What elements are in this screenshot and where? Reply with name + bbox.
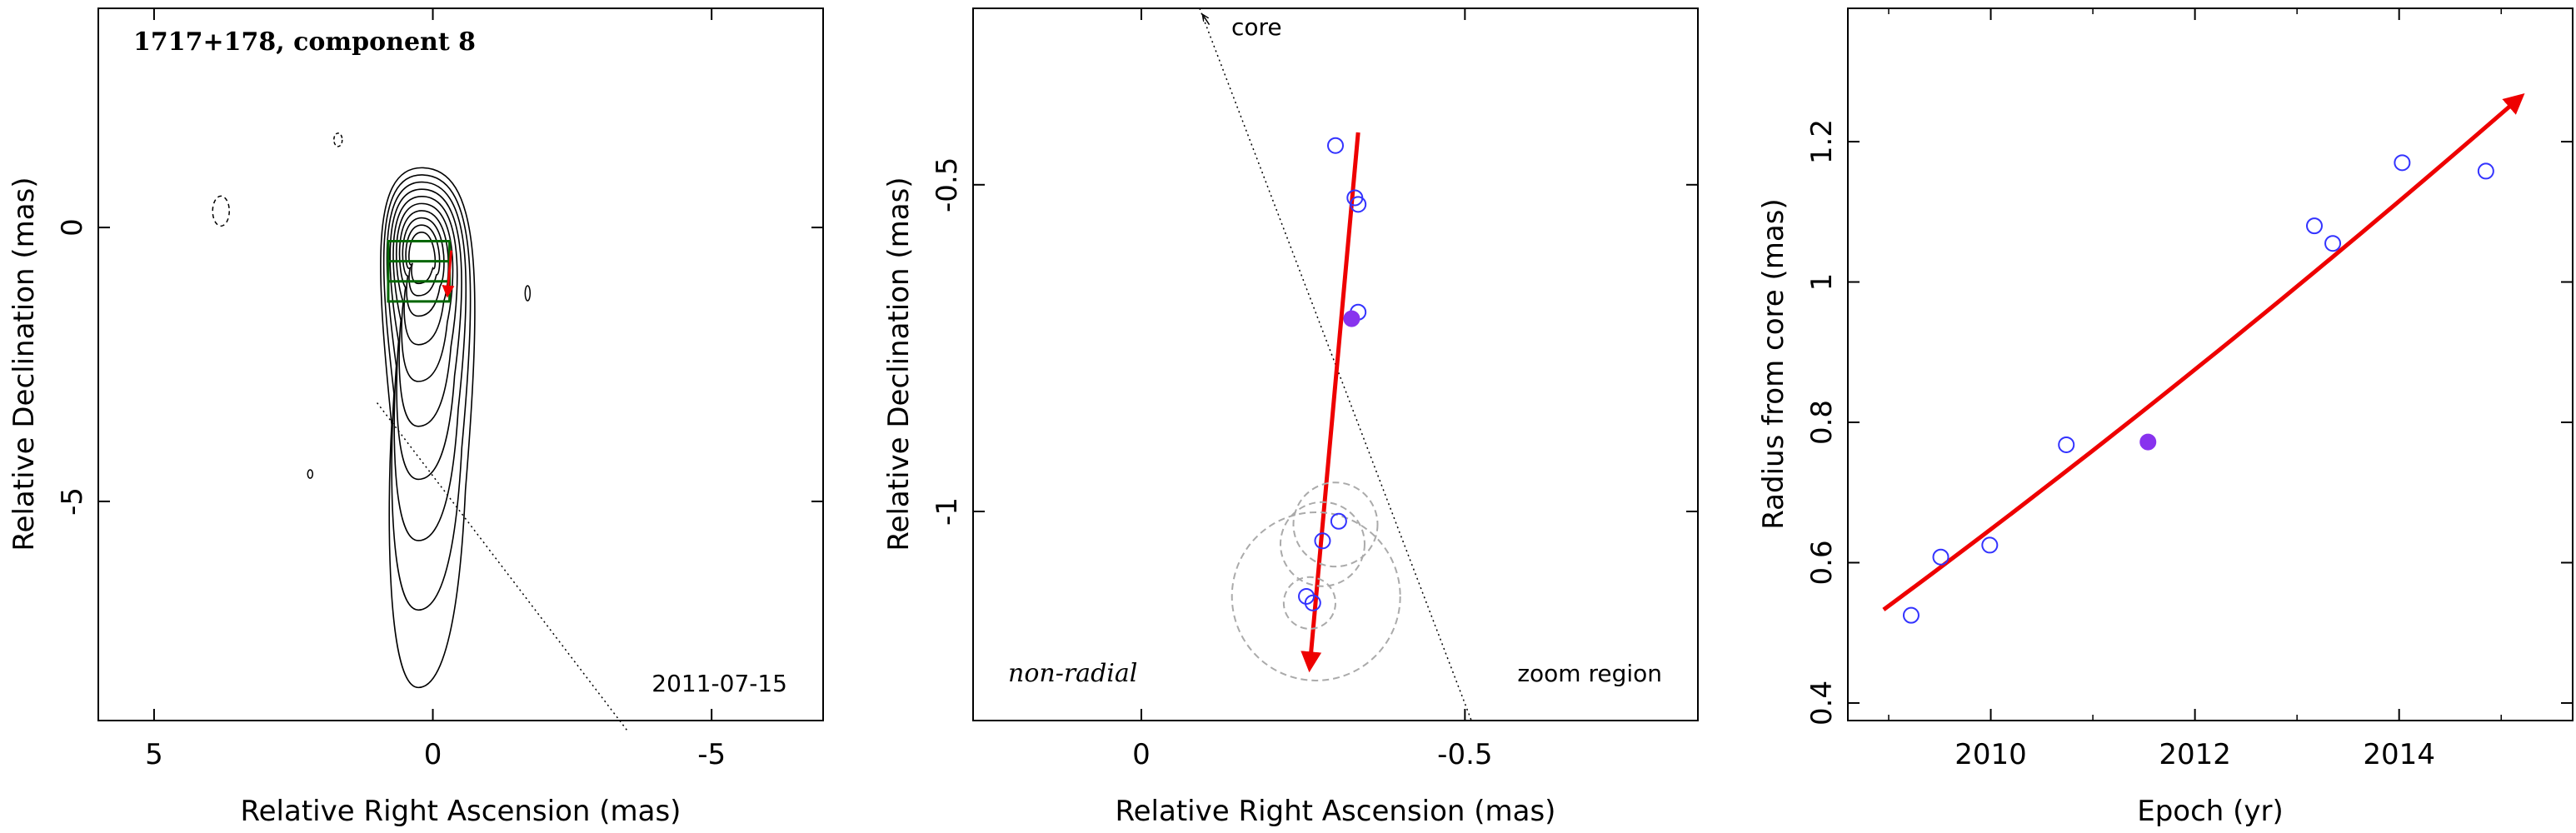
- panel-radius-vs-epoch: 2010 2012 2014 0.4 0.6 0.8 1 1.2 Epoch (yr) Rad…: [1757, 7, 2574, 828]
- p1-ytick-label: 0: [56, 218, 89, 237]
- p3-xtick-label: 2012: [2159, 738, 2231, 771]
- p1-xtick-label: 0: [424, 738, 442, 771]
- panel-contour-map: 5 0 -5 0 -5 1717+178, component 8 2011-07-15…: [7, 7, 824, 828]
- p3-ytick-label: 1.2: [1805, 119, 1839, 164]
- p1-motion-vector: [442, 250, 455, 298]
- p2-points: [1298, 137, 1367, 611]
- p2-ytick-label: -0.5: [931, 157, 964, 212]
- p3-fit: [1882, 93, 2525, 611]
- core-arrow: [1203, 15, 1211, 26]
- core-direction-line: [377, 402, 629, 732]
- motion-vector: [1300, 132, 1360, 673]
- contour-level: [392, 195, 458, 427]
- panel-zoom-region: 0 -0.5-0.5-1 core non-radial zoom region …: [882, 7, 1699, 828]
- p2-xtick-label: 0: [1132, 738, 1151, 771]
- p3-xlabel: Epoch (yr): [2137, 795, 2284, 828]
- p2-xlabel: Relative Right Ascension (mas): [1116, 795, 1556, 828]
- data-point: [2324, 235, 2342, 252]
- error-circle: [1279, 501, 1365, 587]
- data-point: [1330, 512, 1347, 530]
- error-circle: [1282, 576, 1337, 630]
- error-circle: [1292, 481, 1379, 568]
- p3-ytick-label: 0.8: [1805, 400, 1839, 445]
- data-point: [1327, 137, 1344, 154]
- isolated-contour: [524, 285, 532, 302]
- data-point: [1314, 532, 1331, 550]
- negative-contour: [212, 195, 230, 227]
- contour-level: [380, 167, 476, 689]
- data-point: [1298, 587, 1315, 605]
- p1-xtick-label: 5: [145, 738, 163, 771]
- p3-ytick-label: 1: [1805, 273, 1839, 292]
- p1-xlabel: Relative Right Ascension (mas): [241, 795, 681, 828]
- p3-points: [1902, 154, 2494, 624]
- p1-title: 1717+178, component 8: [133, 27, 476, 57]
- p2-core-label: core: [1231, 13, 1282, 41]
- negative-contour: [333, 132, 343, 147]
- p3-ticks: 2010 2012 2014 0.4 0.6 0.8 1 1.2: [1805, 8, 2573, 771]
- p1-contours: [212, 132, 629, 732]
- data-point: [1350, 196, 1367, 213]
- p1-xtick-label: -5: [697, 738, 726, 771]
- contour-level: [398, 210, 449, 346]
- p2-lines: [1199, 7, 1472, 721]
- p3-frame: [1847, 7, 2574, 721]
- p2-ylabel: Relative Declination (mas): [882, 177, 916, 551]
- contour-level: [389, 188, 462, 481]
- data-point: [1932, 548, 1949, 566]
- p1-frame: [97, 7, 824, 721]
- contour-level: [405, 224, 441, 297]
- fit-curve: [1882, 93, 2525, 611]
- error-circle: [1231, 511, 1401, 681]
- data-point: [2394, 154, 2411, 172]
- p2-region-label: zoom region: [1517, 660, 1662, 687]
- data-point: [1981, 536, 1999, 554]
- p2-motion-label: non-radial: [1008, 659, 1137, 688]
- contour-level: [408, 231, 437, 285]
- p2-ticks: 0 -0.5 -0.5 -1: [931, 8, 1698, 771]
- p3-ylabel: Radius from core (mas): [1757, 198, 1790, 529]
- contour-level: [382, 174, 472, 611]
- p3-ytick-label: 0.6: [1805, 540, 1839, 585]
- data-point-filled: [2139, 433, 2157, 451]
- p3-ytick-label: 0.4: [1805, 681, 1839, 726]
- p1-ticks: 5 0 -5 0 -5: [56, 8, 823, 771]
- p2-xtick-label: -0.5: [1437, 738, 1492, 771]
- data-point: [1902, 606, 1920, 624]
- data-point: [2477, 162, 2494, 180]
- data-point: [1304, 594, 1321, 611]
- data-point-filled: [1343, 310, 1360, 327]
- data-point: [2058, 436, 2075, 453]
- p2-frame: [972, 7, 1699, 721]
- p2-ytick-label: -1: [931, 497, 964, 526]
- p1-date-label: 2011-07-15: [651, 670, 787, 697]
- contour-level: [402, 217, 445, 317]
- p3-xtick-label: 2010: [1954, 738, 2027, 771]
- data-point: [2305, 217, 2323, 235]
- p3-xtick-label: 2014: [2363, 738, 2435, 771]
- p1-ytick-label: -5: [56, 487, 89, 516]
- p1-ylabel: Relative Declination (mas): [7, 177, 41, 551]
- isolated-contour: [307, 469, 314, 479]
- p2-error-circles: [1231, 481, 1401, 681]
